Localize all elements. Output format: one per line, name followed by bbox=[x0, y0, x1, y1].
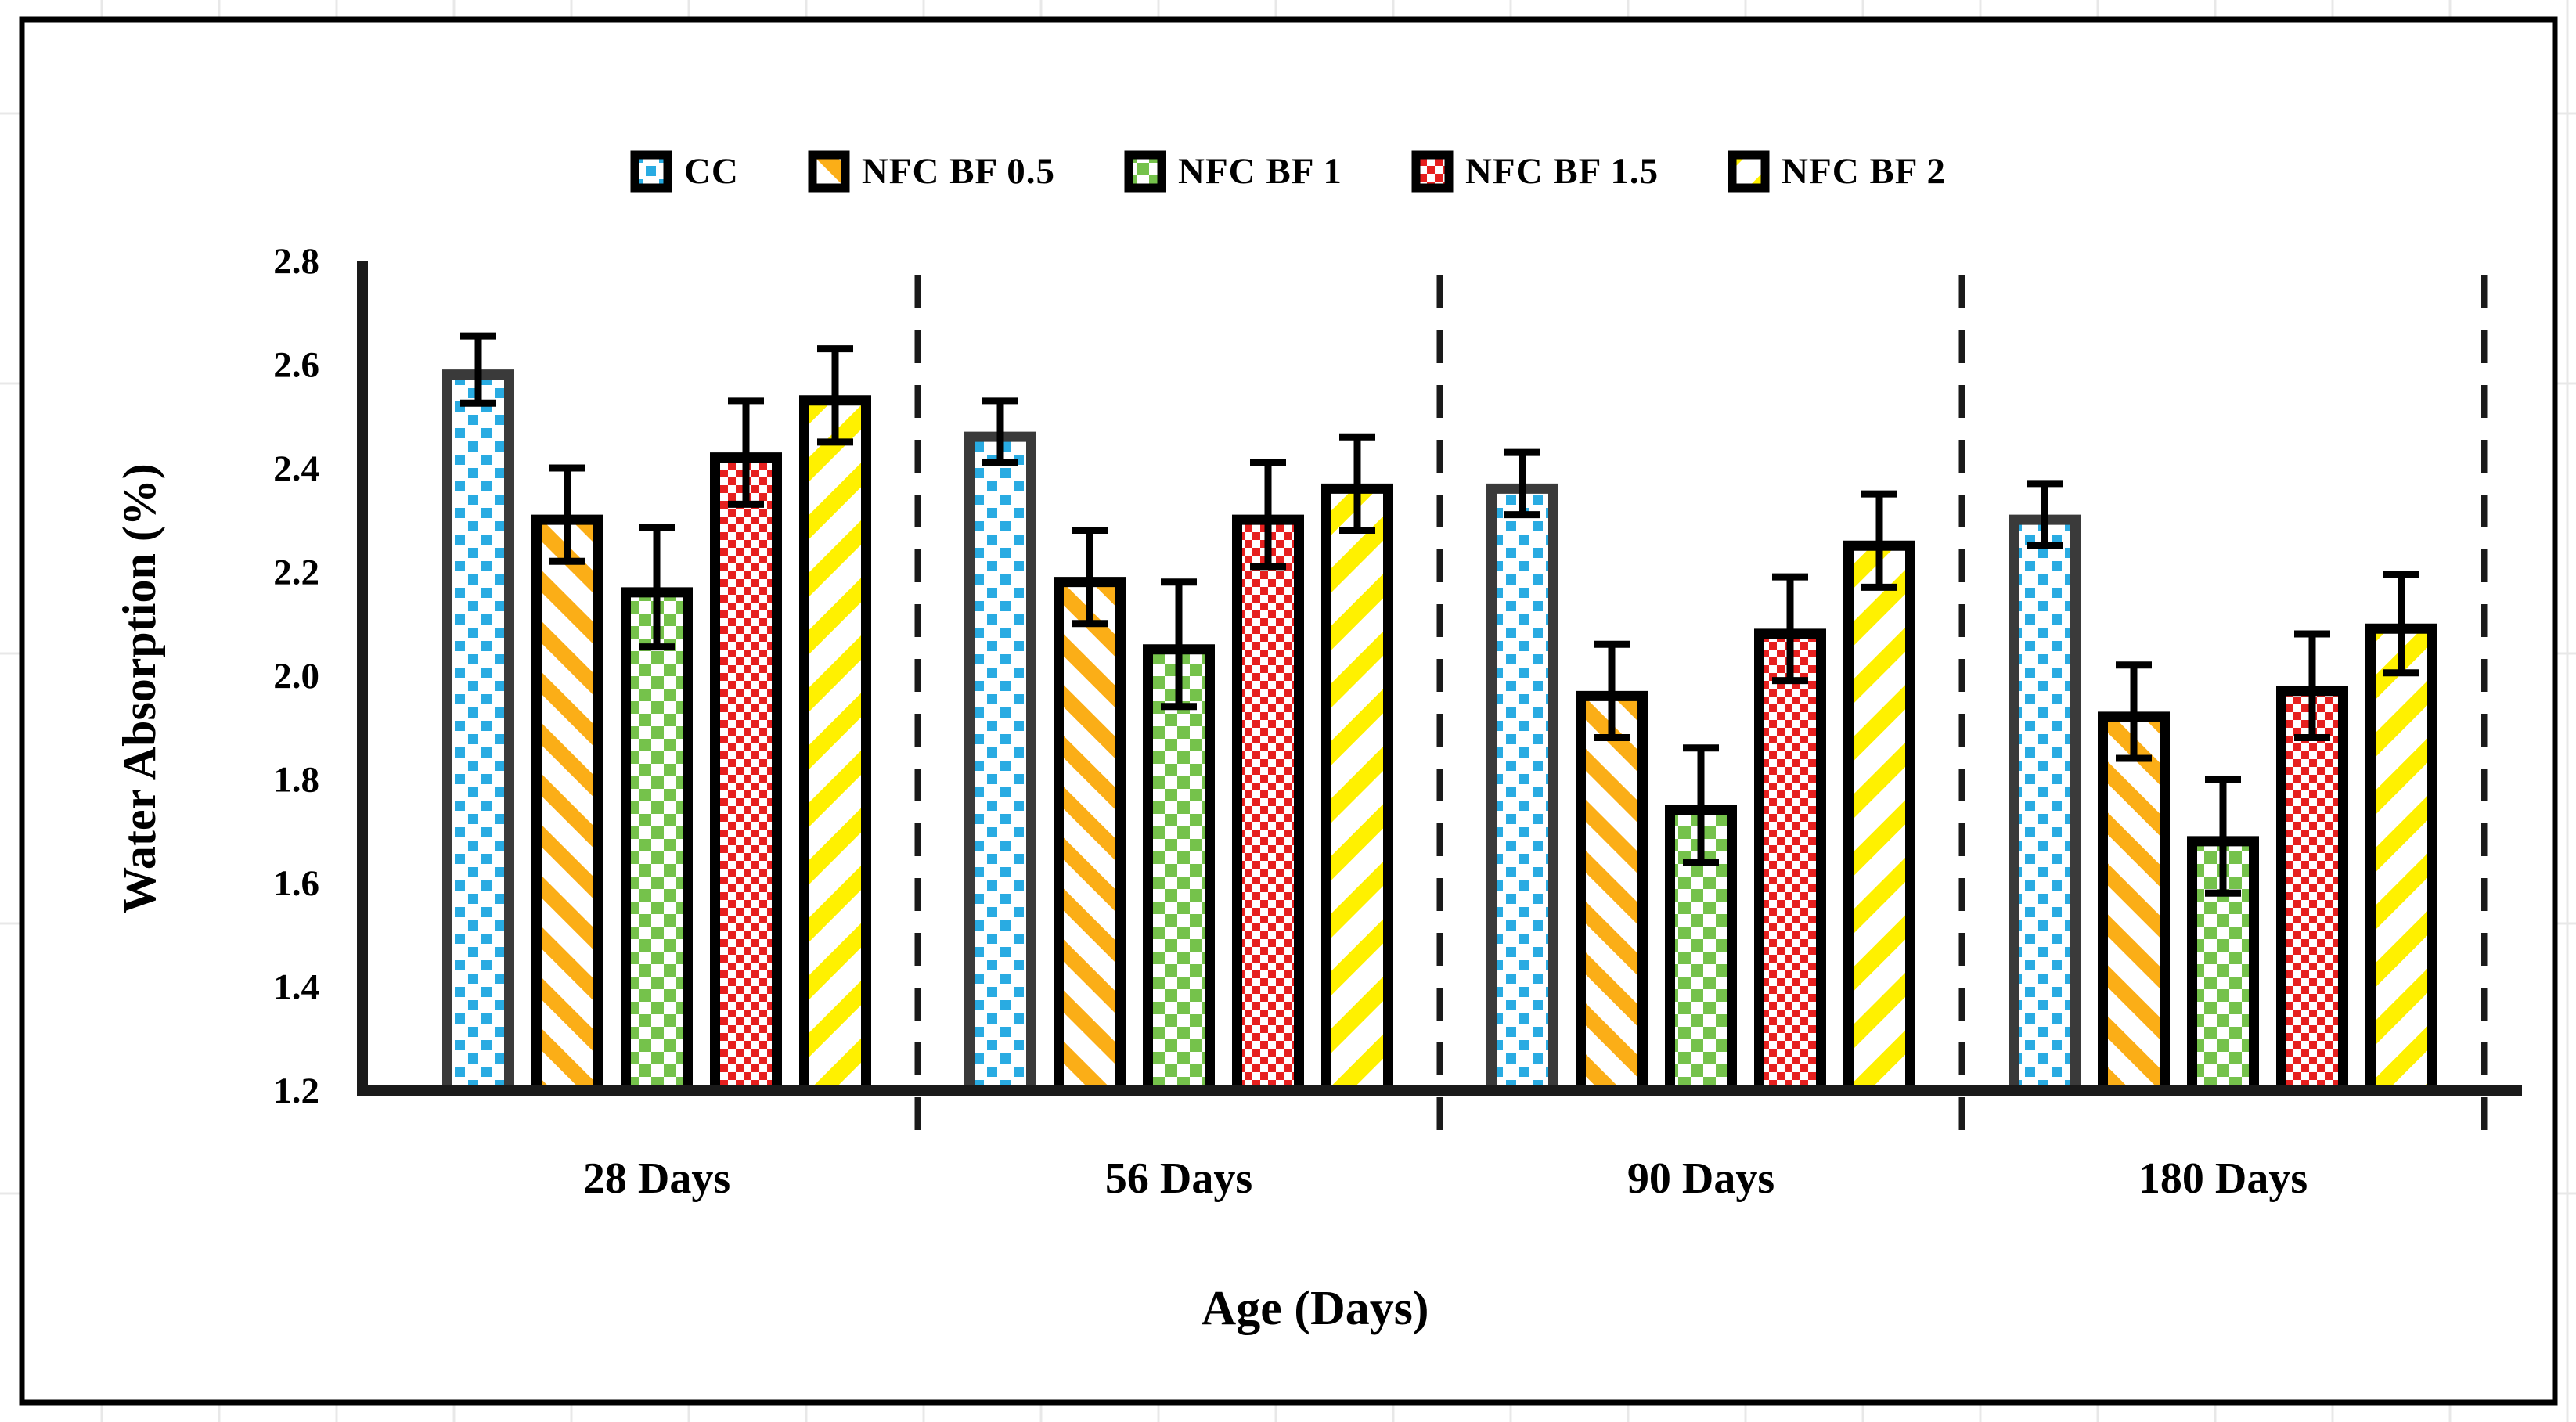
error-bar-nfc-bf-1-5-90-days bbox=[1772, 573, 1808, 685]
error-bar-cc-28-days bbox=[460, 332, 496, 407]
error-bar-cc-180-days bbox=[2027, 480, 2063, 549]
bar-cc-90-days bbox=[1486, 483, 1558, 1096]
error-bar-nfc-bf-1-5-56-days bbox=[1250, 459, 1286, 571]
bar-nfc-bf-0-5-180-days bbox=[2098, 711, 2170, 1096]
bar-nfc-bf-0-5-28-days bbox=[531, 514, 603, 1096]
y-tick-label-1.8: 1.8 bbox=[273, 760, 319, 801]
bar-nfc-bf-1-5-28-days bbox=[710, 452, 782, 1096]
y-tick-label-2.0: 2.0 bbox=[273, 656, 319, 697]
bar-nfc-bf-0-5-90-days bbox=[1576, 690, 1648, 1096]
error-bar-nfc-bf-1-5-180-days bbox=[2294, 630, 2330, 741]
legend-item-nfc-bf-05: NFC BF 0.5 bbox=[808, 150, 1055, 193]
bar-cc-56-days bbox=[964, 431, 1036, 1096]
bar-cc-28-days bbox=[442, 369, 514, 1096]
error-bar-nfc-bf-2-180-days bbox=[2383, 571, 2419, 677]
legend: CC NFC BF 0.5 NFC BF 1 NFC BF 1.5 NFC BF… bbox=[0, 150, 2576, 193]
category-label-28-days: 28 Days bbox=[583, 1154, 730, 1203]
y-tick-label-2.2: 2.2 bbox=[273, 553, 319, 593]
bar-nfc-bf-2-90-days bbox=[1843, 540, 1915, 1096]
error-bar-nfc-bf-2-56-days bbox=[1339, 433, 1375, 534]
bar-cc-180-days bbox=[2009, 514, 2081, 1096]
plot-area: 2.8 2.6 2.4 2.2 2.0 1.8 1.6 1.4 1.2 28 Days 56 Day… bbox=[273, 241, 2522, 1203]
category-label-90-days: 90 Days bbox=[1627, 1154, 1774, 1203]
bar-nfc-bf-2-28-days bbox=[799, 395, 871, 1096]
bar-nfc-bf-1-56-days bbox=[1143, 644, 1215, 1096]
legend-item-nfc-bf-1: NFC BF 1 bbox=[1124, 150, 1342, 193]
category-label-180-days: 180 Days bbox=[2138, 1154, 2308, 1203]
bar-nfc-bf-1-5-90-days bbox=[1754, 628, 1826, 1096]
error-bar-nfc-bf-0-5-90-days bbox=[1594, 640, 1630, 741]
error-bar-nfc-bf-1-180-days bbox=[2205, 776, 2241, 897]
legend-swatch-nfc-bf-2-icon bbox=[1728, 150, 1770, 193]
error-bar-nfc-bf-0-5-28-days bbox=[549, 464, 585, 565]
y-tick-label-1.4: 1.4 bbox=[273, 967, 319, 1008]
y-axis-title: Water Absorption (%) bbox=[113, 463, 165, 914]
legend-item-nfc-bf-15: NFC BF 1.5 bbox=[1411, 150, 1659, 193]
y-tick-label-1.6: 1.6 bbox=[273, 863, 319, 904]
legend-label-nfc-bf-05: NFC BF 0.5 bbox=[861, 151, 1056, 192]
x-axis-line bbox=[357, 1085, 2522, 1096]
bar-nfc-bf-1-5-180-days bbox=[2276, 686, 2348, 1096]
bar-nfc-bf-2-180-days bbox=[2365, 623, 2437, 1096]
legend-swatch-nfc-bf-15-icon bbox=[1411, 150, 1454, 193]
error-bar-nfc-bf-2-90-days bbox=[1861, 490, 1897, 591]
error-bar-cc-90-days bbox=[1504, 448, 1540, 519]
error-bar-nfc-bf-1-5-28-days bbox=[728, 397, 764, 508]
legend-swatch-cc-icon bbox=[630, 150, 672, 193]
y-tick-label-2.4: 2.4 bbox=[273, 448, 319, 489]
legend-swatch-nfc-bf-05-icon bbox=[808, 150, 850, 193]
bar-nfc-bf-1-5-56-days bbox=[1232, 514, 1304, 1096]
bar-nfc-bf-0-5-56-days bbox=[1054, 577, 1126, 1096]
legend-item-nfc-bf-2: NFC BF 2 bbox=[1728, 150, 1946, 193]
y-axis-line bbox=[357, 261, 368, 1096]
error-bar-nfc-bf-1-28-days bbox=[639, 524, 675, 651]
legend-label-cc: CC bbox=[683, 151, 739, 192]
legend-swatch-nfc-bf-1-icon bbox=[1124, 150, 1166, 193]
error-bar-nfc-bf-0-5-180-days bbox=[2116, 661, 2152, 762]
y-tick-label-2.8: 2.8 bbox=[273, 241, 319, 282]
error-bar-nfc-bf-1-56-days bbox=[1161, 578, 1197, 711]
y-tick-label-1.2: 1.2 bbox=[273, 1071, 319, 1111]
error-bar-nfc-bf-1-90-days bbox=[1683, 744, 1719, 866]
legend-label-nfc-bf-2: NFC BF 2 bbox=[1782, 151, 1947, 192]
legend-label-nfc-bf-1: NFC BF 1 bbox=[1178, 151, 1342, 192]
error-bar-nfc-bf-2-28-days bbox=[817, 345, 853, 446]
bar-nfc-bf-2-56-days bbox=[1321, 483, 1393, 1096]
error-bar-cc-56-days bbox=[982, 397, 1018, 466]
legend-item-cc: CC bbox=[630, 150, 739, 193]
bar-nfc-bf-1-28-days bbox=[621, 587, 693, 1096]
legend-label-nfc-bf-15: NFC BF 1.5 bbox=[1465, 151, 1659, 192]
y-tick-label-2.6: 2.6 bbox=[273, 345, 319, 386]
error-bar-nfc-bf-0-5-56-days bbox=[1072, 527, 1108, 628]
category-label-56-days: 56 Days bbox=[1105, 1154, 1252, 1203]
x-axis-title: Age (Days) bbox=[1202, 1282, 1429, 1335]
